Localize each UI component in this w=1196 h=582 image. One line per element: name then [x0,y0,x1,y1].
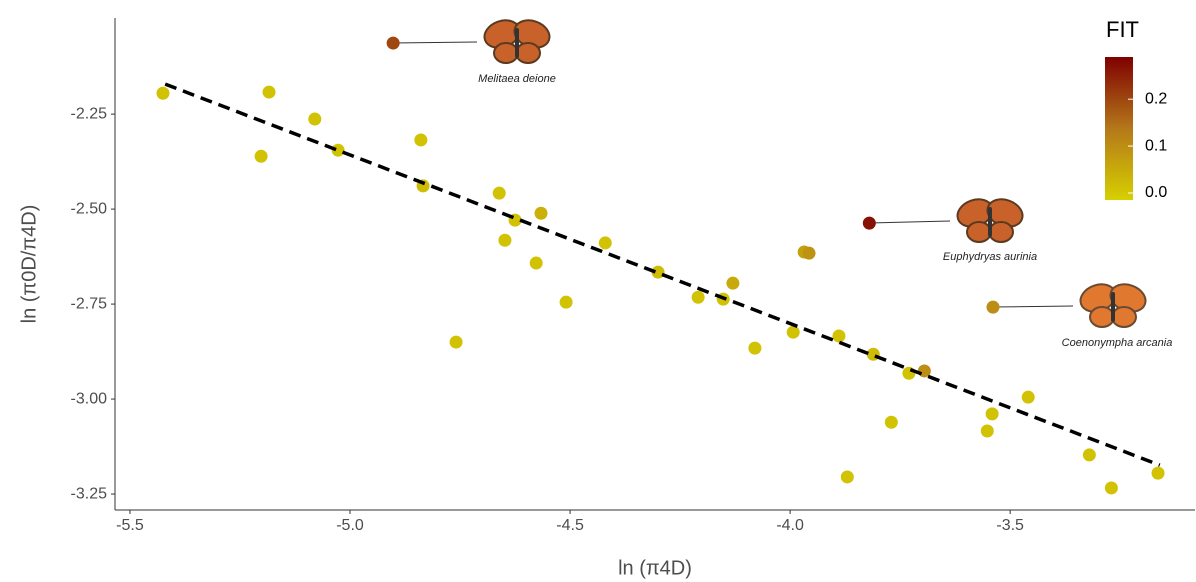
point [786,325,800,339]
point [985,407,999,421]
point [386,36,400,50]
point [832,329,846,343]
point [598,236,612,250]
wing [515,42,541,64]
colorbar-tick-label: 0.2 [1145,90,1167,107]
colorbar-tick-label: 0.1 [1145,137,1167,154]
point [308,112,322,126]
point [559,295,573,309]
body [1111,292,1115,322]
point [840,470,854,484]
wing [988,221,1014,243]
point [529,256,543,270]
point [691,290,705,304]
wing [1111,306,1137,328]
point [534,206,548,220]
point [262,85,276,99]
annotation-label: Melitaea deione [478,73,556,85]
butterfly-image [956,198,1024,243]
x-tick-label: -4.5 [556,517,584,534]
point [884,415,898,429]
annotation-label: Coenonympha arcania [1062,337,1173,349]
butterfly-image [1079,283,1147,328]
colorbar-tick-label: 0.0 [1145,184,1167,201]
colorbar [1105,57,1133,200]
point [1104,481,1118,495]
x-tick-label: -4.0 [776,517,804,534]
point [1021,390,1035,404]
x-axis-label: ln (π4D) [618,557,692,579]
leader-line [868,220,951,224]
point [414,133,428,147]
point [498,233,512,247]
point [651,265,665,279]
point [902,366,916,380]
point [980,424,994,438]
y-axis-label: ln (π0D/π4D) [18,205,40,324]
wing [1089,306,1115,328]
point [986,300,1000,314]
y-tick-label: -2.75 [71,295,108,312]
wing [493,42,519,64]
y-tick-label: -2.25 [71,105,108,122]
point [862,216,876,230]
point [254,149,268,163]
y-tick-label: -2.50 [71,200,108,217]
point [492,186,506,200]
colorbar-title: FIT [1106,17,1139,42]
x-tick-label: -5.0 [336,517,364,534]
butterfly-image [483,19,551,64]
trend-line [164,82,1161,467]
x-tick-label: -5.5 [116,517,144,534]
body [515,28,519,58]
point [1151,466,1165,480]
leader-line [992,305,1074,308]
annotation-label: Euphydryas aurinia [943,251,1037,263]
point [331,143,345,157]
point [748,341,762,355]
point [449,335,463,349]
y-tick-label: -3.00 [71,390,108,407]
point [726,276,740,290]
x-tick-label: -3.5 [996,517,1024,534]
point [156,86,170,100]
leader-line [392,41,478,44]
y-tick-label: -3.25 [71,485,108,502]
body [988,207,992,237]
point [1082,448,1096,462]
wing [966,221,992,243]
point [802,246,816,260]
